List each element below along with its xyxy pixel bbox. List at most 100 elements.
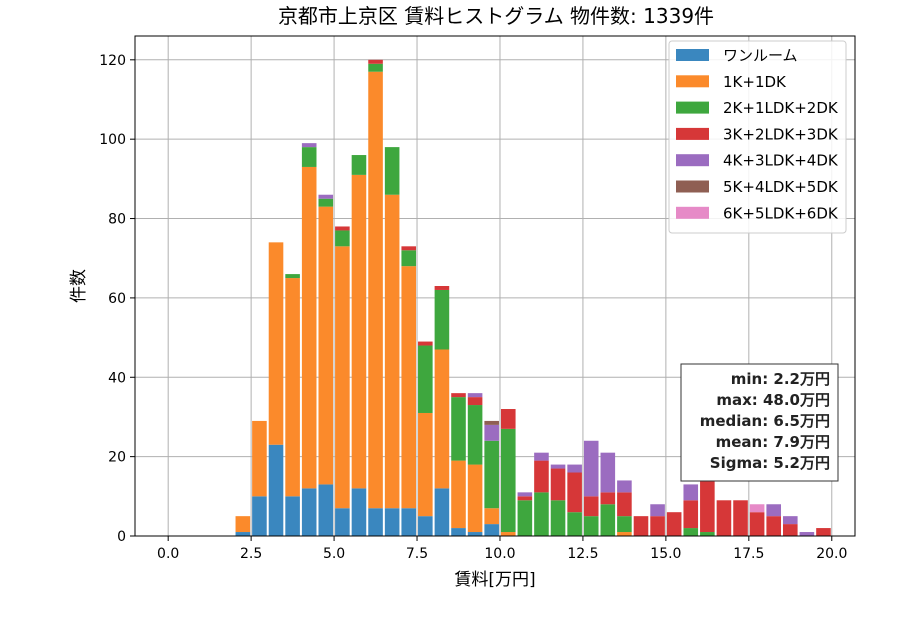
bar-segment bbox=[368, 508, 383, 536]
legend-swatch bbox=[676, 101, 709, 114]
bar-segment bbox=[517, 500, 533, 536]
legend-label: 5K+4LDK+5DK bbox=[723, 178, 839, 196]
bar-segment bbox=[500, 409, 516, 429]
bar-segment bbox=[467, 393, 483, 398]
bar-segment bbox=[550, 468, 566, 501]
legend-label: 4K+3LDK+4DK bbox=[723, 152, 839, 170]
bar-segment bbox=[335, 226, 350, 231]
stat-max: max: 48.0万円 bbox=[716, 391, 830, 409]
bar-segment bbox=[335, 246, 350, 509]
bar-segment bbox=[500, 532, 516, 536]
bar-segment bbox=[252, 496, 267, 536]
bar-segment bbox=[600, 492, 616, 505]
bar-segment bbox=[318, 206, 334, 485]
bar-segment bbox=[418, 345, 433, 413]
bar-segment bbox=[633, 516, 649, 536]
bar-segment bbox=[749, 512, 765, 536]
bar-segment bbox=[268, 444, 284, 536]
legend-swatch bbox=[676, 49, 709, 61]
bar-segment bbox=[285, 496, 300, 536]
bar-segment bbox=[766, 516, 782, 536]
stat-sigma: Sigma: 5.2万円 bbox=[710, 454, 830, 472]
bar-segment bbox=[517, 492, 533, 497]
bar-segment bbox=[451, 528, 466, 536]
bar-segment bbox=[567, 472, 582, 513]
x-tick-label: 5.0 bbox=[323, 546, 345, 562]
bar-segment bbox=[484, 524, 499, 536]
stats-frame bbox=[680, 363, 839, 482]
legend-swatch bbox=[676, 206, 709, 219]
bar-segment bbox=[451, 393, 466, 398]
y-tick-label: 0 bbox=[117, 529, 126, 545]
bar-segment bbox=[484, 420, 499, 425]
bar-segment bbox=[451, 460, 466, 529]
x-tick-label: 7.5 bbox=[406, 546, 428, 562]
y-tick-label: 80 bbox=[108, 212, 126, 228]
bar-segment bbox=[384, 147, 400, 195]
bar-segment bbox=[467, 397, 483, 406]
plot-frame bbox=[134, 35, 856, 537]
bar-segment bbox=[600, 504, 616, 536]
legend-swatch bbox=[676, 180, 709, 193]
bar-segment bbox=[783, 524, 798, 536]
bar-segment bbox=[550, 464, 566, 469]
bar-segment bbox=[401, 246, 417, 251]
y-tick-label: 20 bbox=[108, 450, 126, 466]
legend-swatch bbox=[676, 127, 709, 140]
bar-segment bbox=[534, 452, 549, 461]
bar-segment bbox=[617, 532, 632, 536]
y-tick-label: 40 bbox=[108, 370, 126, 386]
x-axis-ticks: 0.0 2.5 5.0 7.5 10.0 12.5 15.0 17.5 20.0 bbox=[157, 536, 847, 562]
bar-segment bbox=[517, 496, 533, 501]
bar-segment bbox=[567, 512, 582, 536]
stat-min: min: 2.2万円 bbox=[731, 370, 830, 388]
legend-swatch bbox=[676, 154, 709, 167]
bar-segment bbox=[301, 166, 317, 489]
bar-segment bbox=[683, 500, 699, 529]
bar-segment bbox=[617, 480, 632, 493]
x-tick-label: 12.5 bbox=[567, 546, 598, 562]
bar-segment bbox=[484, 508, 499, 525]
x-tick-label: 17.5 bbox=[733, 546, 764, 562]
bar-segment bbox=[500, 428, 516, 533]
legend-label: 3K+2LDK+3DK bbox=[723, 125, 839, 143]
bar-segment bbox=[783, 516, 798, 525]
bar-segment bbox=[318, 484, 334, 536]
chart-title: 京都市上京区 賃料ヒストグラム 物件数: 1339件 bbox=[278, 4, 714, 28]
bar-segment bbox=[301, 143, 317, 148]
bar-segment bbox=[583, 516, 599, 536]
y-tick-label: 100 bbox=[99, 132, 126, 148]
bar-segment bbox=[650, 516, 665, 536]
bar-segment bbox=[467, 405, 483, 465]
bar-segment bbox=[716, 500, 732, 536]
bar-segment bbox=[650, 504, 665, 517]
y-tick-label: 60 bbox=[108, 291, 126, 307]
y-axis-label: 件数 bbox=[69, 269, 89, 303]
bar-segment bbox=[301, 147, 317, 167]
bar-segment bbox=[534, 460, 549, 493]
bar-segment bbox=[733, 500, 748, 536]
legend-swatch bbox=[676, 75, 709, 88]
bar-segment bbox=[235, 516, 251, 533]
bar-segment bbox=[335, 508, 350, 536]
y-axis-ticks: 0 20 40 60 80 100 120 bbox=[99, 53, 135, 545]
bar-segment bbox=[484, 440, 499, 509]
bar-segment bbox=[467, 532, 483, 536]
x-axis-label: 賃料[万円] bbox=[454, 570, 535, 590]
stat-mean: mean: 7.9万円 bbox=[716, 433, 830, 451]
bar-segment bbox=[583, 496, 599, 517]
bar-segment bbox=[467, 464, 483, 533]
bar-segment bbox=[484, 424, 499, 441]
bar-segment bbox=[617, 516, 632, 533]
bar-segment bbox=[666, 512, 682, 536]
x-tick-label: 20.0 bbox=[816, 546, 847, 562]
stats-box: min: 2.2万円 max: 48.0万円 median: 6.5万円 mea… bbox=[680, 363, 839, 482]
x-tick-label: 0.0 bbox=[157, 546, 179, 562]
legend: ワンルーム 1K+1DK 2K+1LDK+2DK 3K+2LDK+3DK 4K+3LDK… bbox=[668, 40, 847, 234]
bar-segment bbox=[301, 488, 317, 536]
y-tick-label: 120 bbox=[99, 53, 126, 69]
legend-box bbox=[668, 40, 847, 234]
legend-label: 2K+1LDK+2DK bbox=[723, 99, 839, 117]
bar-segment bbox=[285, 274, 300, 279]
bar-segment bbox=[285, 278, 300, 497]
